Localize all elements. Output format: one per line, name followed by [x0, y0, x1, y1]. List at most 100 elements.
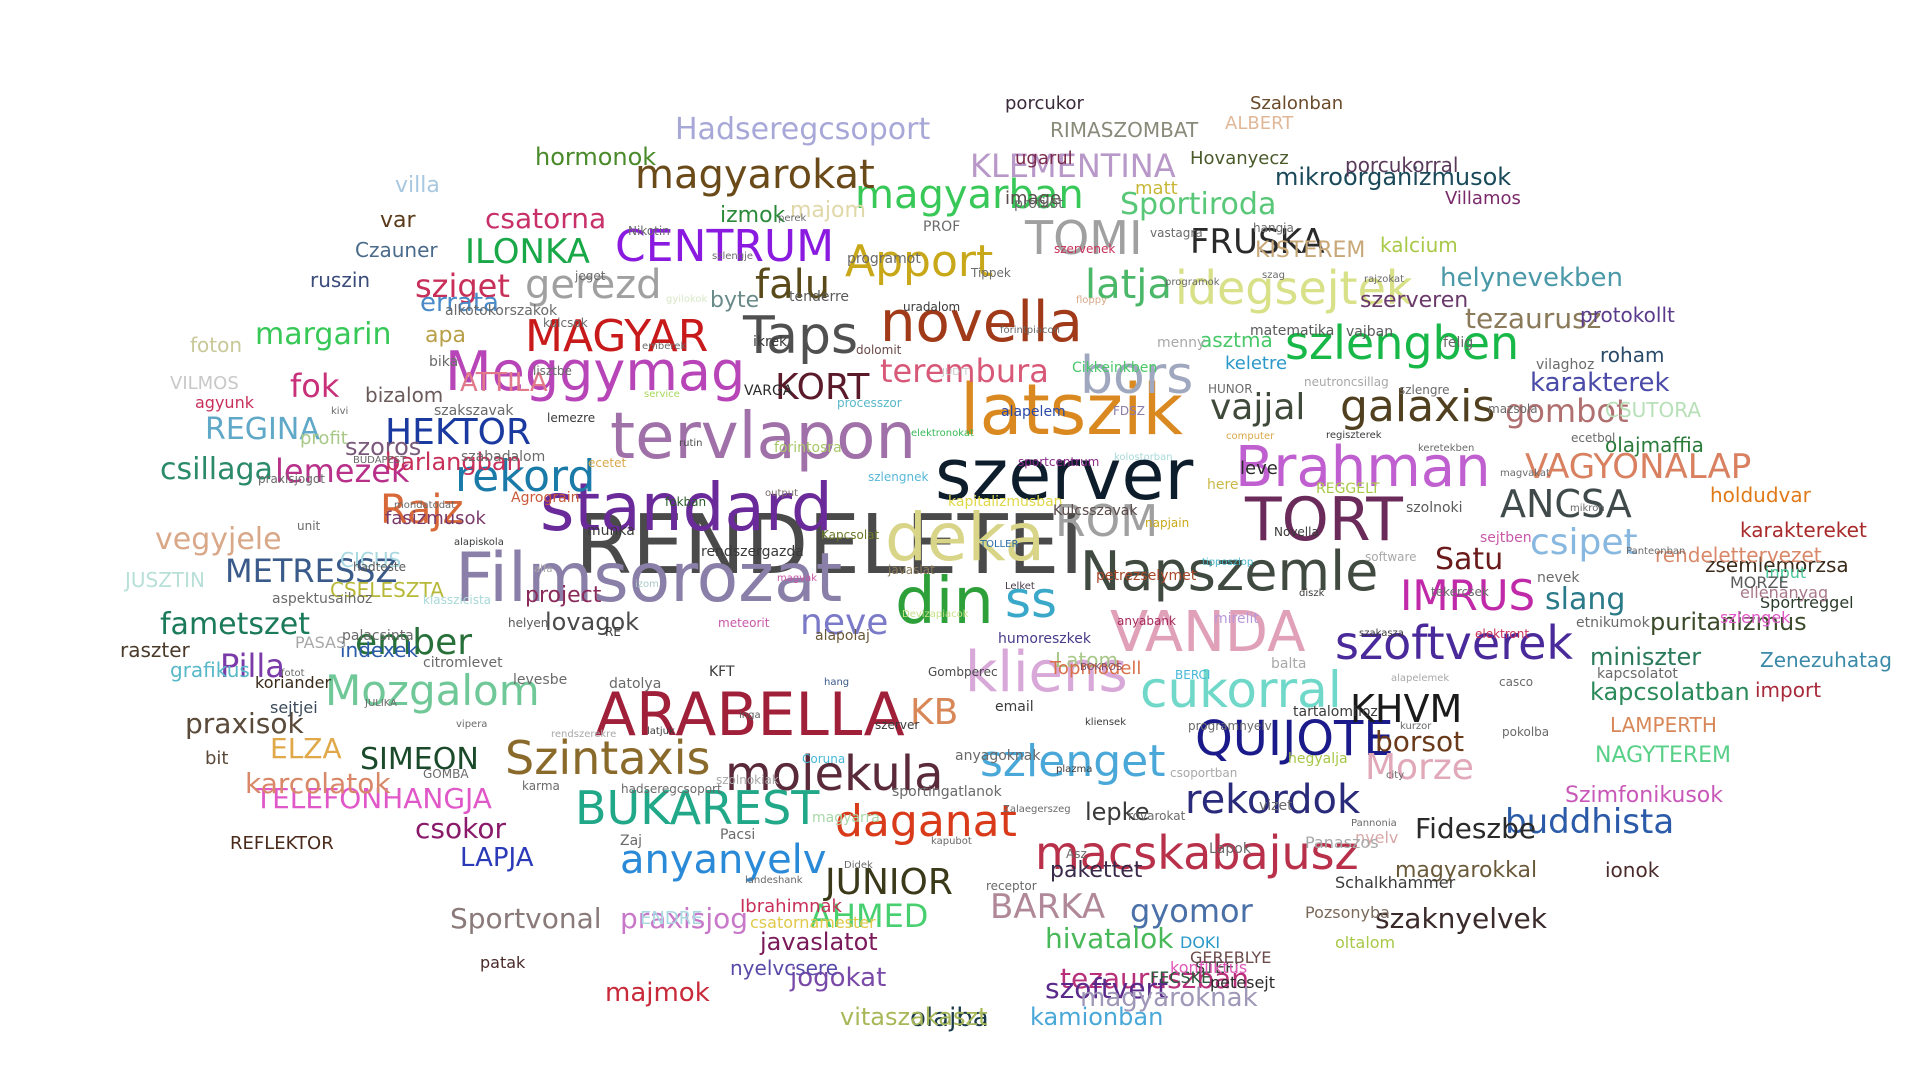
word-182: nyelvcsere	[730, 956, 839, 980]
word-334: Lapok	[1209, 841, 1251, 857]
word-74: csokor	[415, 812, 506, 845]
word-214: alapolaj	[815, 628, 870, 644]
word-29: szlengben	[1285, 316, 1520, 370]
word-187: oltalom	[1335, 933, 1396, 952]
word-352: kapcsolatot	[1597, 666, 1678, 682]
word-326: city	[1386, 770, 1405, 781]
word-136: matt	[1135, 178, 1178, 199]
word-195: szlengek	[1720, 608, 1791, 627]
word-346: profilot	[1014, 196, 1064, 212]
word-132: Hovanyecz	[1190, 148, 1289, 169]
word-269: latjuk	[647, 726, 675, 737]
word-258: programnyelv	[1188, 719, 1272, 733]
word-9: Napszemle	[1080, 540, 1379, 603]
word-351: Nikotin	[628, 224, 670, 238]
word-1: szerver	[935, 434, 1194, 516]
word-318: casco	[1499, 675, 1534, 689]
word-203: Lelket	[1005, 581, 1035, 592]
word-36: rekord	[455, 451, 596, 502]
word-280: szabadalom	[461, 449, 546, 465]
word-50: FRUSKA	[1190, 222, 1325, 262]
word-228: processzor	[837, 396, 902, 410]
word-201: javaslat	[888, 563, 935, 577]
word-148: byte	[710, 288, 760, 313]
word-242: diszk	[1299, 588, 1325, 599]
word-118: Zenezuhatag	[1760, 648, 1892, 672]
word-254: service	[644, 389, 680, 400]
word-130: Villamos	[1445, 188, 1521, 209]
word-202: kapitalizmusban	[948, 494, 1063, 510]
word-37: Mozgalom	[325, 666, 540, 715]
word-39: rekordok	[1185, 777, 1361, 823]
word-127: kalcium	[1380, 233, 1458, 257]
word-30: galaxis	[1340, 381, 1496, 432]
word-347: Pannonia	[1351, 818, 1397, 829]
word-123: olajmaffia	[1605, 433, 1704, 457]
word-341: rajzokat	[1364, 274, 1405, 285]
word-271: tartalomhoz	[1293, 704, 1378, 720]
word-114: ionok	[1605, 858, 1660, 882]
word-55: Rajz	[380, 487, 464, 533]
word-304: programot	[847, 251, 921, 267]
word-273: neutroncsillag	[1304, 375, 1389, 389]
word-0: RENDELETEI	[575, 498, 1084, 593]
word-174: sejtjei	[270, 698, 318, 717]
word-76: SIMEON	[360, 742, 479, 777]
word-32: Apport	[845, 236, 994, 287]
word-309: kulcsok	[543, 316, 588, 330]
word-94: karakterek	[1530, 368, 1670, 398]
word-173: PASAS	[295, 633, 347, 652]
word-66: slang	[1545, 582, 1626, 617]
word-186: DOKI	[1180, 933, 1221, 952]
word-336: ecetbol	[1571, 431, 1616, 445]
word-314: BUDAPEST	[353, 455, 407, 466]
word-93: helynevekben	[1440, 263, 1623, 293]
word-319: palacsinta	[342, 628, 414, 644]
word-312: szervenek	[1054, 242, 1116, 256]
word-197: input	[1765, 563, 1807, 582]
word-259: Agrograin	[511, 490, 580, 506]
word-125: roham	[1600, 343, 1665, 367]
word-5: standard	[540, 469, 833, 546]
word-31: TOMI	[1025, 211, 1143, 265]
word-43: ANCSA	[1500, 482, 1632, 526]
word-301: szakszavak	[434, 403, 514, 419]
word-348: praxisjogot	[258, 472, 325, 486]
word-248: inga	[739, 710, 761, 721]
word-215: elektronokat	[911, 428, 974, 439]
word-338: perek	[778, 213, 807, 224]
word-245: kliensek	[1085, 717, 1126, 728]
word-288: lisztbe	[533, 364, 572, 378]
word-282: szolnokiak	[716, 773, 779, 787]
word-226: here	[1207, 477, 1239, 493]
word-86: margarin	[255, 317, 392, 352]
word-244: Cikkeinkben	[1072, 360, 1158, 376]
word-315: mazsola	[1488, 402, 1538, 416]
word-292: hegyalja	[1288, 751, 1348, 767]
word-163: JUSZTIN	[125, 568, 206, 592]
word-3: Filmsorozat	[455, 539, 843, 618]
word-99: tezauruszban	[1060, 962, 1250, 995]
word-33: CENTRUM	[615, 221, 835, 272]
word-330: jeget	[575, 269, 606, 283]
word-193: konfliktus	[1170, 958, 1248, 977]
word-73: LAPJA	[460, 843, 534, 873]
word-160: Latom	[1055, 648, 1118, 672]
word-167: raszter	[120, 638, 190, 662]
word-350: landeshank	[745, 875, 803, 886]
word-84: fok	[290, 367, 340, 405]
word-175: bit	[205, 748, 229, 769]
word-179: pakettet	[1050, 858, 1143, 883]
word-210: sportcentrum	[1018, 455, 1100, 469]
word-321: Asz	[1066, 847, 1087, 861]
word-141: villa	[395, 173, 440, 198]
word-305: kurzor	[1400, 721, 1432, 732]
word-221: tipposzlop	[1202, 557, 1254, 568]
word-264: helyen	[508, 616, 549, 630]
word-121: karaktereket	[1740, 518, 1867, 542]
word-299: programok	[1165, 277, 1220, 288]
word-204: Kapcsolat	[821, 528, 880, 542]
word-278: floppy	[1076, 295, 1108, 306]
word-191: Schalkhammer	[1335, 873, 1456, 892]
word-302: magvakat	[1500, 468, 1550, 479]
